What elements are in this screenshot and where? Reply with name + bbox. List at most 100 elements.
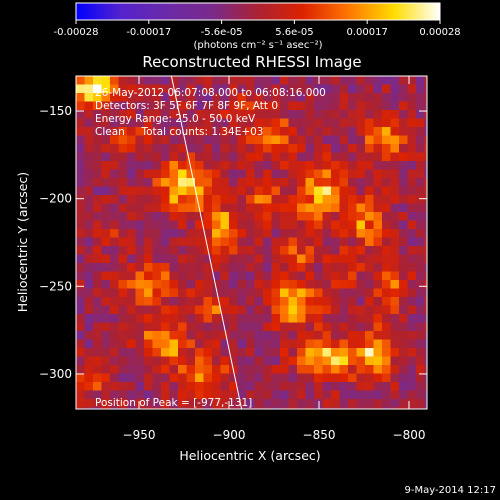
heatmap-pixel: [356, 161, 366, 170]
heatmap-pixel: [314, 297, 323, 306]
heatmap-pixel: [373, 322, 383, 332]
heatmap-pixel: [305, 356, 315, 366]
heatmap-pixel: [407, 152, 417, 162]
heatmap-pixel: [135, 271, 145, 281]
heatmap-pixel: [76, 263, 85, 272]
heatmap-pixel: [339, 135, 349, 145]
heatmap-pixel: [416, 178, 425, 187]
heatmap-pixel: [356, 229, 366, 238]
heatmap-pixel: [152, 152, 162, 162]
heatmap-pixel: [229, 118, 238, 128]
heatmap-pixel: [101, 288, 111, 298]
heatmap-pixel: [93, 203, 102, 213]
heatmap-pixel: [365, 246, 374, 255]
heatmap-pixel: [152, 390, 162, 400]
heatmap-pixel: [118, 331, 128, 340]
heatmap-pixel: [84, 254, 94, 264]
heatmap-pixel: [254, 280, 264, 289]
heatmap-pixel: [280, 237, 289, 247]
heatmap-pixel: [110, 382, 119, 391]
heatmap-pixel: [271, 382, 281, 391]
heatmap-pixel: [331, 135, 340, 145]
heatmap-pixel: [76, 169, 85, 179]
heatmap-pixel: [135, 356, 145, 366]
heatmap-pixel: [212, 254, 221, 264]
heatmap-pixel: [331, 246, 340, 255]
heatmap-pixel: [220, 373, 230, 383]
heatmap-pixel: [212, 314, 221, 323]
heatmap-pixel: [186, 84, 196, 94]
chart-title: Reconstructed RHESSI Image: [142, 53, 361, 71]
heatmap-pixel: [339, 356, 349, 366]
heatmap-pixel: [297, 254, 306, 264]
heatmap-pixel: [280, 373, 289, 383]
heatmap-pixel: [118, 229, 128, 238]
heatmap-pixel: [118, 339, 128, 349]
heatmap-pixel: [110, 314, 119, 323]
heatmap-pixel: [399, 152, 408, 162]
heatmap-pixel: [288, 322, 298, 332]
heatmap-pixel: [246, 118, 255, 128]
heatmap-pixel: [263, 263, 272, 272]
heatmap-pixel: [407, 390, 417, 400]
heatmap-pixel: [246, 314, 255, 323]
heatmap-pixel: [212, 152, 221, 162]
heatmap-pixel: [101, 195, 111, 204]
heatmap-pixel: [322, 373, 332, 383]
heatmap-pixel: [220, 263, 230, 272]
heatmap-pixel: [169, 390, 179, 400]
heatmap-pixel: [144, 399, 153, 408]
heatmap-pixel: [373, 127, 383, 136]
heatmap-pixel: [93, 118, 102, 128]
heatmap-pixel: [144, 101, 153, 111]
heatmap-pixel: [297, 93, 306, 102]
heatmap-pixel: [93, 356, 102, 366]
heatmap-pixel: [152, 331, 162, 340]
heatmap-pixel: [152, 280, 162, 289]
heatmap-pixel: [93, 322, 102, 332]
heatmap-pixel: [144, 407, 153, 409]
heatmap-pixel: [220, 288, 230, 298]
heatmap-pixel: [356, 195, 366, 204]
heatmap-pixel: [399, 399, 408, 408]
heatmap-pixel: [101, 118, 111, 128]
heatmap-pixel: [424, 356, 427, 366]
heatmap-pixel: [331, 84, 340, 94]
heatmap-pixel: [339, 212, 349, 221]
heatmap-pixel: [127, 229, 136, 238]
heatmap-pixel: [195, 76, 204, 85]
heatmap-pixel: [169, 118, 179, 128]
x-tick-label: −900: [213, 428, 246, 442]
heatmap-pixel: [127, 237, 136, 247]
heatmap-pixel: [93, 169, 102, 179]
heatmap-pixel: [84, 407, 94, 409]
heatmap-pixel: [314, 305, 323, 315]
heatmap-pixel: [246, 229, 255, 238]
heatmap-pixel: [203, 84, 213, 94]
heatmap-pixel: [263, 297, 272, 306]
heatmap-pixel: [76, 322, 85, 332]
heatmap-pixel: [84, 212, 94, 221]
heatmap-pixel: [416, 305, 425, 315]
heatmap-pixel: [161, 305, 170, 315]
heatmap-pixel: [178, 246, 187, 255]
heatmap-pixel: [399, 110, 408, 119]
heatmap-pixel: [356, 339, 366, 349]
heatmap-pixel: [322, 339, 332, 349]
heatmap-pixel: [169, 356, 179, 366]
heatmap-pixel: [331, 322, 340, 332]
heatmap-pixel: [339, 220, 349, 230]
heatmap-pixel: [186, 254, 196, 264]
heatmap-pixel: [93, 237, 102, 247]
heatmap-pixel: [331, 237, 340, 247]
heatmap-pixel: [382, 212, 391, 221]
heatmap-pixel: [373, 118, 383, 128]
heatmap-pixel: [390, 331, 400, 340]
heatmap-pixel: [178, 339, 187, 349]
heatmap-pixel: [390, 399, 400, 408]
heatmap-pixel: [322, 331, 332, 340]
heatmap-pixel: [93, 186, 102, 196]
heatmap-pixel: [229, 127, 238, 136]
heatmap-pixel: [288, 76, 298, 85]
heatmap-pixel: [297, 76, 306, 85]
